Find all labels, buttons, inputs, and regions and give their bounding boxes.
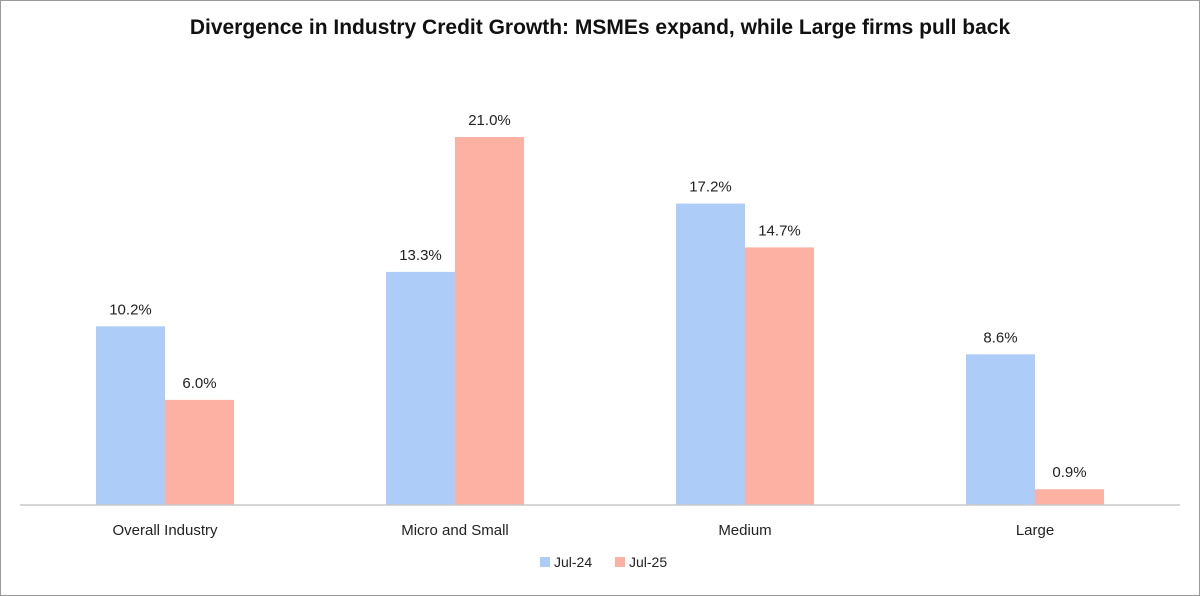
data-label-micro-and-small-jul-24: 13.3% <box>399 247 442 264</box>
data-label-micro-and-small-jul-25: 21.0% <box>468 112 511 129</box>
legend-label-jul-24: Jul-24 <box>554 554 592 570</box>
data-label-overall-industry-jul-25: 6.0% <box>182 375 216 392</box>
data-label-large-jul-24: 8.6% <box>983 329 1017 346</box>
bars-group <box>96 137 1104 505</box>
category-label-large: Large <box>1016 522 1054 539</box>
legend: Jul-24 Jul-25 <box>540 554 667 570</box>
bar-medium-jul-25 <box>745 247 814 505</box>
chart-title: Divergence in Industry Credit Growth: MS… <box>189 16 1011 39</box>
data-label-large-jul-25: 0.9% <box>1052 464 1086 481</box>
bar-large-jul-24 <box>966 354 1035 505</box>
bar-medium-jul-24 <box>676 203 745 505</box>
category-label-medium: Medium <box>718 522 771 539</box>
category-label-overall-industry: Overall Industry <box>112 522 218 539</box>
labels-group: 10.2% 6.0% Overall Industry 13.3% 21.0% Micro… <box>109 112 1086 539</box>
data-label-medium-jul-25: 14.7% <box>758 222 801 239</box>
bar-overall-industry-jul-24 <box>96 326 165 505</box>
legend-label-jul-25: Jul-25 <box>629 554 667 570</box>
bar-overall-industry-jul-25 <box>165 399 234 505</box>
bar-micro-and-small-jul-24 <box>386 271 455 505</box>
data-label-medium-jul-24: 17.2% <box>689 179 732 196</box>
data-label-overall-industry-jul-24: 10.2% <box>109 301 152 318</box>
category-label-micro-and-small: Micro and Small <box>401 522 509 539</box>
bar-micro-and-small-jul-25 <box>455 137 524 505</box>
legend-swatch-jul-24 <box>540 557 550 567</box>
legend-swatch-jul-25 <box>615 557 625 567</box>
bar-large-jul-25 <box>1035 489 1104 505</box>
